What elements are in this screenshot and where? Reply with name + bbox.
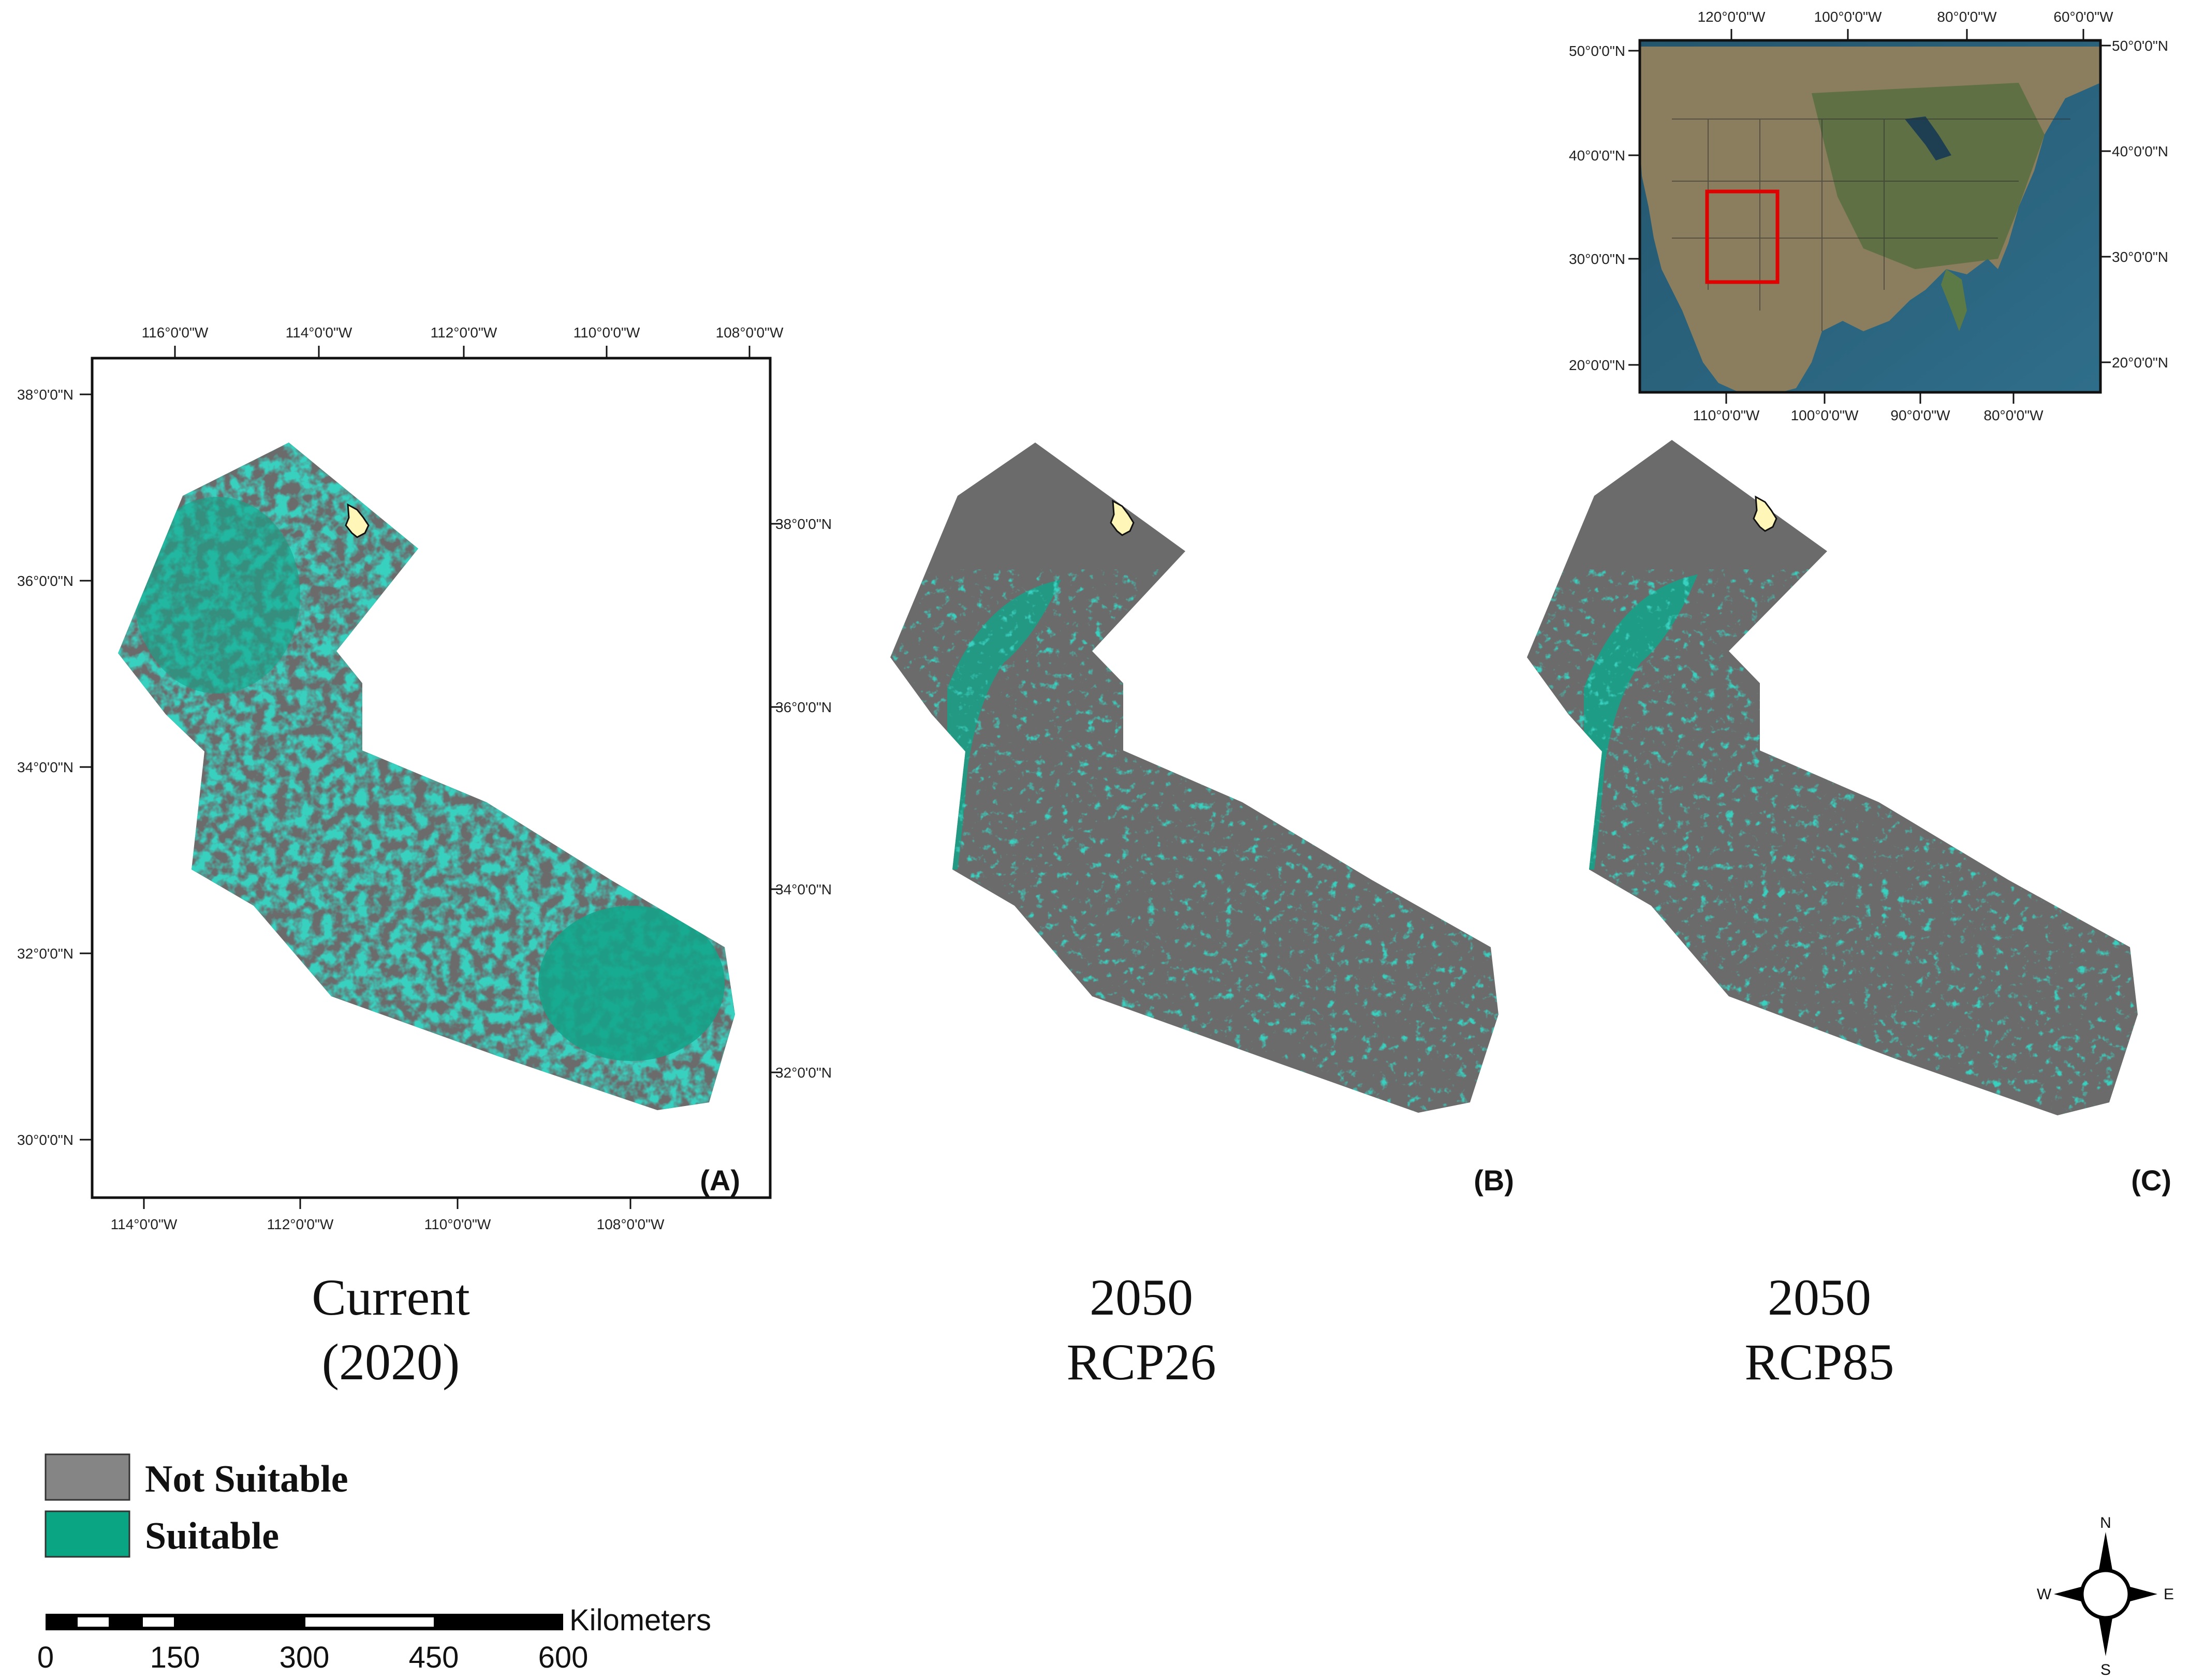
panel-letter-a: (A) bbox=[700, 1164, 740, 1197]
park-boundary-b bbox=[1110, 499, 1135, 536]
panel-a-top-tick: 112°0'0"W bbox=[431, 325, 497, 341]
park-boundary-c bbox=[1753, 495, 1777, 532]
panel-letter-c: (C) bbox=[2131, 1164, 2171, 1197]
panel-a-top-tick: 110°0'0"W bbox=[574, 325, 640, 341]
north-arrow-icon: N S E W bbox=[2037, 1514, 2174, 1678]
legend: Not Suitable Suitable bbox=[45, 1453, 348, 1558]
scale-label-150: 150 bbox=[150, 1641, 200, 1674]
inset-left-tick: 20°0'0"N bbox=[1569, 357, 1625, 373]
caption-a-line2: (2020) bbox=[322, 1333, 460, 1391]
panel-c-suitable-areas bbox=[1527, 569, 2138, 1115]
panel-a-bottom-tick: 108°0'0"W bbox=[597, 1216, 665, 1232]
legend-label-suitable: Suitable bbox=[145, 1515, 279, 1557]
legend-label-not-suitable: Not Suitable bbox=[145, 1458, 348, 1500]
legend-swatch-suitable bbox=[45, 1510, 130, 1558]
panel-letter-b: (B) bbox=[1474, 1164, 1514, 1197]
caption-c-line1: 2050 bbox=[1768, 1269, 1871, 1326]
panel-a-graticule: 116°0'0"W 114°0'0"W 112°0'0"W 110°0'0"W 108°… bbox=[17, 325, 832, 1232]
scale-label-450: 450 bbox=[409, 1641, 459, 1674]
inset-left-tick: 30°0'0"N bbox=[1569, 251, 1625, 267]
inset-left-tick: 40°0'0"N bbox=[1569, 148, 1625, 164]
panel-c bbox=[1527, 440, 2138, 1115]
scale-bar: Kilometers 0 150 300 450 600 bbox=[37, 1603, 711, 1674]
inset-right-tick: 20°0'0"N bbox=[2112, 355, 2168, 371]
inset-bottom-tick: 100°0'0"W bbox=[1791, 407, 1859, 423]
park-boundary-a bbox=[345, 503, 370, 538]
inset-great-lakes bbox=[1905, 116, 1951, 160]
compass-e: E bbox=[2164, 1586, 2174, 1603]
scale-unit: Kilometers bbox=[569, 1603, 711, 1637]
study-area-box bbox=[1705, 189, 1780, 284]
panel-a-top-tick: 108°0'0"W bbox=[716, 325, 784, 341]
inset-map bbox=[1638, 39, 2102, 394]
inset-frame bbox=[1638, 39, 2102, 394]
panel-a-bottom-tick: 110°0'0"W bbox=[424, 1216, 491, 1232]
panel-a-bottom-tick: 114°0'0"W bbox=[111, 1216, 178, 1232]
compass-n: N bbox=[2100, 1514, 2111, 1531]
scale-label-600: 600 bbox=[538, 1641, 589, 1674]
inset-bottom-tick: 80°0'0"W bbox=[1983, 407, 2044, 423]
inset-right-tick: 50°0'0"N bbox=[2112, 38, 2168, 54]
caption-c-line2: RCP85 bbox=[1744, 1333, 1894, 1391]
inset-right-tick: 40°0'0"N bbox=[2112, 143, 2168, 159]
scale-label-300: 300 bbox=[280, 1641, 330, 1674]
inset-left-tick: 50°0'0"N bbox=[1569, 43, 1625, 59]
inset-top-tick: 80°0'0"W bbox=[1937, 9, 1997, 25]
caption-b-line2: RCP26 bbox=[1066, 1333, 1216, 1391]
panel-a-right-tick: 36°0'0"N bbox=[775, 699, 832, 715]
inset-top-tick: 100°0'0"W bbox=[1814, 9, 1882, 25]
panel-a bbox=[91, 357, 772, 1199]
panel-a-left-tick: 32°0'0"N bbox=[17, 946, 74, 962]
caption-b-line1: 2050 bbox=[1090, 1269, 1193, 1326]
panel-a-top-tick: 116°0'0"W bbox=[142, 325, 209, 341]
inset-top-tick: 120°0'0"W bbox=[1698, 9, 1766, 25]
inset-bottom-tick: 110°0'0"W bbox=[1693, 407, 1760, 423]
panel-a-left-tick: 36°0'0"N bbox=[17, 573, 74, 589]
panel-a-top-tick: 114°0'0"W bbox=[286, 325, 352, 341]
inset-vegetation bbox=[1812, 83, 2045, 269]
panel-a-left-tick: 34°0'0"N bbox=[17, 759, 74, 775]
scale-label-0: 0 bbox=[37, 1641, 54, 1674]
inset-graticule: 120°0'0"W 100°0'0"W 80°0'0"W 60°0'0"W 110°0'… bbox=[1569, 9, 2168, 423]
panel-b-suitable-areas bbox=[890, 569, 1498, 1113]
inset-bottom-tick: 90°0'0"W bbox=[1890, 407, 1950, 423]
inset-florida bbox=[1941, 269, 1967, 331]
compass-s: S bbox=[2100, 1661, 2111, 1678]
panel-a-right-tick: 32°0'0"N bbox=[775, 1065, 832, 1081]
panel-a-left-tick: 38°0'0"N bbox=[17, 387, 74, 403]
legend-swatch-not-suitable bbox=[45, 1453, 130, 1501]
panel-a-bottom-tick: 112°0'0"W bbox=[267, 1216, 334, 1232]
panel-a-right-tick: 38°0'0"N bbox=[775, 516, 832, 532]
caption-a-line1: Current bbox=[312, 1269, 470, 1326]
panel-b bbox=[890, 443, 1498, 1113]
inset-top-tick: 60°0'0"W bbox=[2053, 9, 2113, 25]
captions: Current (2020) 2050 RCP26 2050 RCP85 bbox=[312, 1269, 1894, 1391]
panel-a-right-tick: 34°0'0"N bbox=[775, 881, 832, 897]
compass-w: W bbox=[2037, 1586, 2052, 1603]
inset-right-tick: 30°0'0"N bbox=[2112, 249, 2168, 265]
panel-a-left-tick: 30°0'0"N bbox=[17, 1132, 74, 1148]
